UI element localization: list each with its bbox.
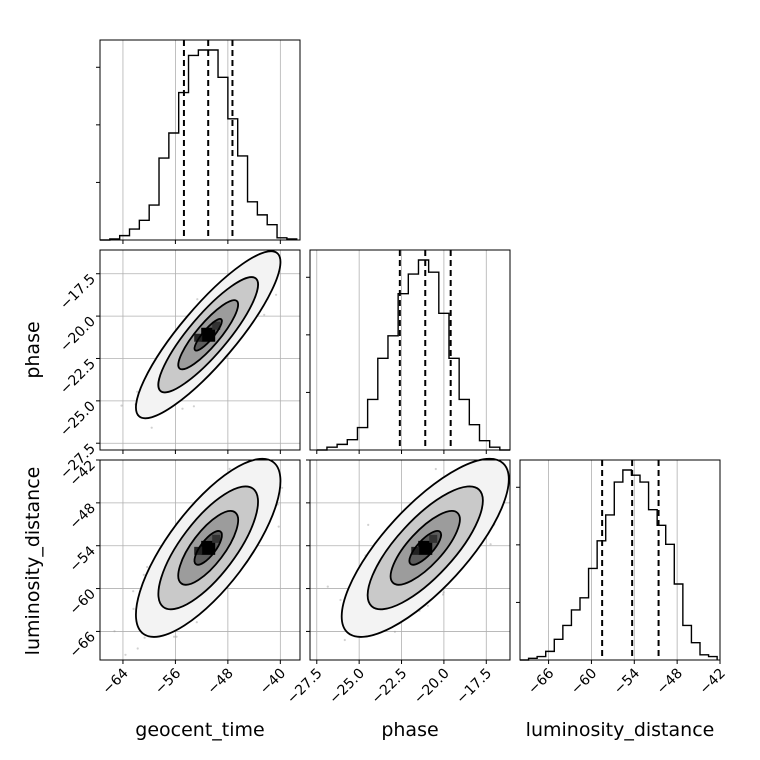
contour-phase-vs-luminosity_distance-3: [408, 530, 443, 566]
scatter-point: [173, 635, 176, 638]
panel-frame-hist-geocent_time: [99, 39, 301, 241]
histogram-phase: [316, 259, 510, 451]
x-tick-label-phase-0: −27.5: [284, 666, 326, 708]
x-tick-label-luminosity_distance-0: −66: [525, 665, 557, 697]
scatter-point: [113, 630, 116, 633]
density-peak-3-geocent_time-vs-luminosity_distance: [212, 534, 221, 543]
contour-geocent_time-vs-phase-1: [157, 276, 259, 394]
y-axis-title-luminosity-distance: luminosity_distance: [22, 467, 44, 656]
scatter-point: [367, 523, 370, 527]
histogram-luminosity_distance: [520, 469, 718, 661]
scatter-point: [277, 525, 280, 528]
scatter-point: [195, 621, 198, 624]
contour-geocent_time-vs-luminosity_distance-0: [135, 457, 282, 638]
x-axis-title-phase: phase: [381, 719, 438, 741]
scatter-point: [281, 486, 284, 489]
x-tick-label-geocent_time-1: −56: [152, 665, 184, 697]
scatter-point: [441, 593, 445, 596]
y-tick-label-luminosity_distance-1: −60: [67, 586, 99, 618]
scatter-point: [339, 598, 342, 602]
y-tick-label-luminosity_distance-3: −48: [67, 500, 99, 532]
scatter-point: [196, 298, 199, 301]
x-tick-label-geocent_time-3: −40: [257, 666, 289, 698]
x-tick-label-geocent_time-2: −48: [204, 666, 236, 698]
density-peak-3-geocent_time-vs-phase: [212, 321, 221, 330]
scatter-point: [142, 573, 145, 577]
scatter-point: [150, 426, 153, 429]
panel-frame-hist-phase: [309, 249, 511, 451]
y-tick-label-phase-3: −20.0: [57, 314, 99, 356]
y-tick-label-phase-1: −25.0: [57, 398, 99, 440]
scatter-point: [263, 313, 266, 316]
x-tick-label-luminosity_distance-3: −48: [654, 666, 686, 698]
y-tick-label-phase-2: −22.5: [57, 356, 99, 398]
scatter-point: [434, 467, 437, 471]
scatter-point: [393, 630, 396, 633]
density-peak-geocent_time-vs-phase: [201, 327, 216, 342]
y-axis-title-phase: phase: [22, 321, 44, 378]
y-tick-label-phase-4: −17.5: [57, 271, 99, 313]
scatter-point: [326, 585, 329, 588]
panel-frame-geocent_time-vs-luminosity_distance: [99, 459, 301, 661]
contour-geocent_time-vs-phase-0: [135, 250, 282, 420]
scatter-point: [146, 565, 149, 569]
scatter-point: [192, 405, 195, 408]
density-peak-phase-vs-luminosity_distance: [418, 540, 433, 555]
y-tick-label-luminosity_distance-0: −66: [67, 629, 99, 661]
y-tick-label-luminosity_distance-2: −54: [67, 543, 99, 575]
scatter-point: [132, 607, 135, 611]
contour-phase-vs-luminosity_distance-1: [366, 485, 484, 611]
scatter-point: [124, 653, 127, 656]
scatter-point: [275, 293, 278, 296]
scatter-point: [175, 635, 178, 638]
x-tick-label-luminosity_distance-1: −60: [568, 666, 600, 698]
contour-phase-vs-luminosity_distance-0: [340, 457, 510, 638]
scatter-point: [426, 604, 429, 607]
x-tick-label-geocent_time-0: −64: [100, 665, 132, 697]
scatter-point: [228, 467, 231, 470]
density-peak-3-phase-vs-luminosity_distance: [429, 534, 438, 543]
contour-phase-vs-luminosity_distance-2: [389, 510, 461, 586]
density-peak-geocent_time-vs-luminosity_distance: [201, 540, 216, 555]
contour-geocent_time-vs-phase-2: [177, 299, 239, 371]
density-peak-2-phase-vs-luminosity_distance: [411, 546, 420, 555]
scatter-point: [120, 404, 123, 407]
x-axis-title-luminosity-distance: luminosity_distance: [526, 719, 715, 741]
x-tick-label-phase-4: −17.5: [453, 666, 495, 708]
histogram-geocent_time: [100, 49, 298, 241]
x-tick-label-phase-2: −22.5: [369, 666, 411, 708]
x-tick-label-phase-1: −25.0: [326, 666, 368, 708]
contour-geocent_time-vs-luminosity_distance-2: [177, 510, 239, 586]
scatter-point: [181, 407, 184, 410]
x-axis-title-geocent-time: geocent_time: [135, 719, 264, 741]
contour-geocent_time-vs-luminosity_distance-3: [193, 530, 223, 566]
contour-geocent_time-vs-phase-3: [193, 317, 223, 352]
scatter-point: [343, 638, 346, 642]
scatter-point: [143, 636, 146, 639]
x-tick-label-luminosity_distance-2: −54: [611, 665, 643, 697]
panel-frame-phase-vs-luminosity_distance: [309, 459, 511, 661]
x-tick-label-luminosity_distance-4: −42: [697, 666, 729, 698]
scatter-point: [489, 543, 492, 546]
x-tick-label-phase-3: −20.0: [411, 666, 453, 708]
panel-frame-hist-luminosity_distance: [519, 459, 721, 661]
panel-frame-geocent_time-vs-phase: [99, 249, 301, 451]
density-peak-2-geocent_time-vs-phase: [194, 333, 203, 342]
contour-geocent_time-vs-luminosity_distance-1: [157, 485, 259, 611]
scatter-point: [442, 591, 445, 594]
scatter-point: [136, 647, 139, 650]
scatter-point: [132, 590, 135, 593]
scatter-point: [136, 390, 139, 393]
